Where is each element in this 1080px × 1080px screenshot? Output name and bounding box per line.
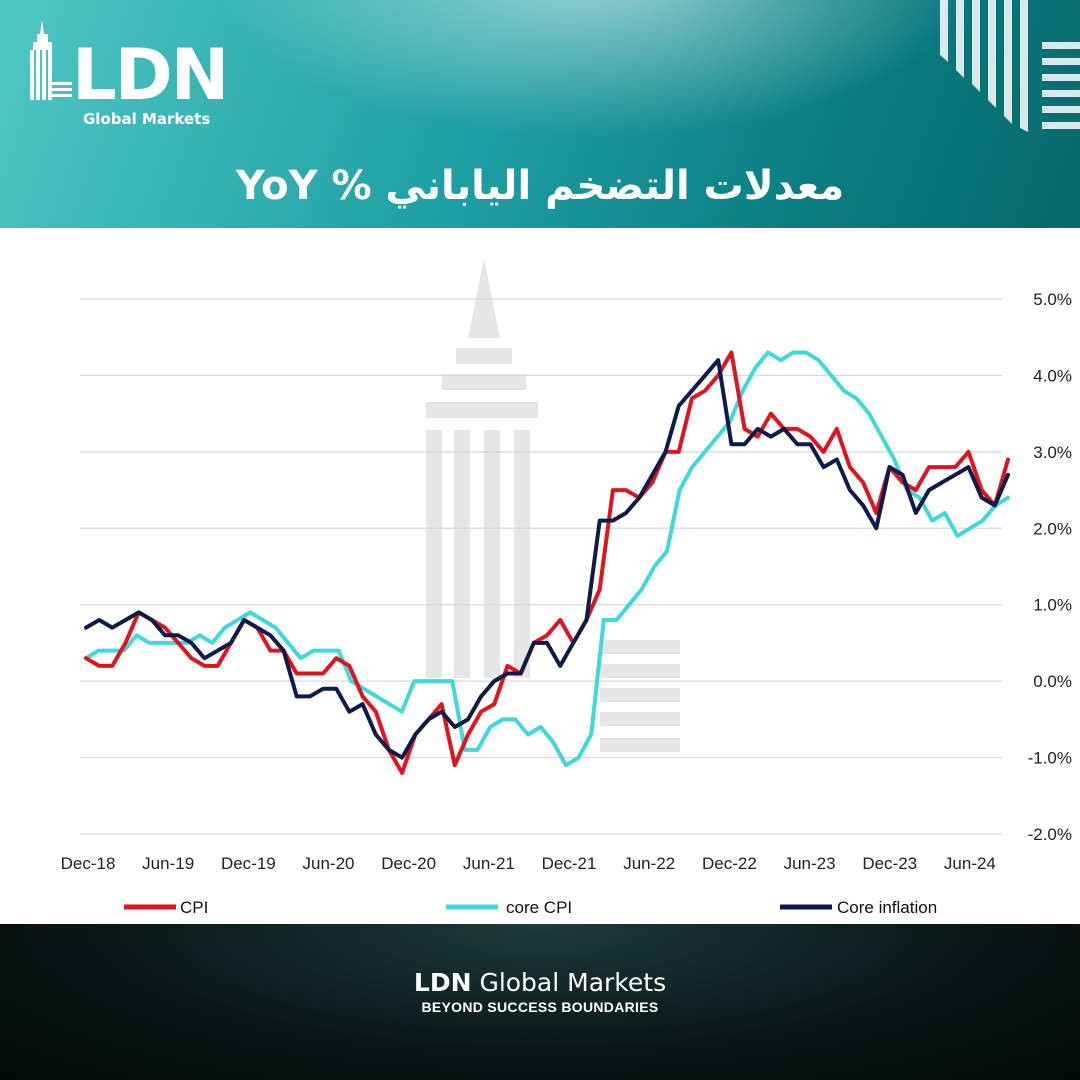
logo-text: LDN [72,34,229,116]
y-tick-label: 2.0% [1033,519,1072,538]
y-tick-label: 4.0% [1033,366,1072,385]
series-lines [84,350,1010,775]
y-axis-ticks: 5.0% 4.0% 3.0% 2.0% 1.0% 0.0% -1.0% -2.0% [1028,290,1072,844]
footer: LDN Global Markets BEYOND SUCCESS BOUNDA… [0,924,1080,1080]
legend: CPI core CPI Core inflation [124,898,937,917]
series-line-core-inflation [84,358,1010,760]
header-banner: LDN Global Markets معدلات التضخم اليابان… [0,0,1080,228]
x-tick-label: Jun-21 [463,854,515,873]
x-tick-label: Dec-18 [61,854,116,873]
x-tick-label: Dec-19 [221,854,276,873]
building-logo-icon [30,20,72,100]
line-chart: 5.0% 4.0% 3.0% 2.0% 1.0% 0.0% -1.0% -2.0% Dec-1… [61,258,1072,917]
y-tick-label: -1.0% [1028,749,1072,768]
x-tick-label: Dec-20 [381,854,436,873]
grid-lines [80,298,1002,835]
logo-subtitle: Global Markets [83,110,211,128]
x-tick-label: Jun-23 [784,854,836,873]
x-tick-label: Jun-22 [623,854,675,873]
y-tick-label: 1.0% [1033,596,1072,615]
chart-area: 5.0% 4.0% 3.0% 2.0% 1.0% 0.0% -1.0% -2.0% Dec-1… [0,228,1080,924]
footer-brand: LDN Global Markets [0,968,1080,997]
series-line-core-cpi [84,350,1010,768]
watermark-building-icon [426,258,680,752]
x-tick-label: Dec-22 [702,854,757,873]
y-tick-label: 3.0% [1033,443,1072,462]
x-tick-label: Jun-20 [303,854,355,873]
decorative-building-icon [940,0,1080,132]
chart-title: معدلات التضخم الياباني % YoY [235,163,845,209]
legend-label: CPI [180,898,208,917]
x-tick-label: Jun-24 [944,854,996,873]
x-axis-ticks: Dec-18 Jun-19 Dec-19 Jun-20 Dec-20 Jun-21 Dec-… [61,854,996,873]
x-tick-label: Dec-23 [862,854,917,873]
x-tick-label: Dec-21 [542,854,597,873]
footer-brand-bold: LDN [413,968,472,997]
y-tick-label: 0.0% [1033,672,1072,691]
legend-label: core CPI [506,898,572,917]
x-tick-label: Jun-19 [142,854,194,873]
footer-tagline: BEYOND SUCCESS BOUNDARIES [421,999,659,1015]
y-tick-label: -2.0% [1028,825,1072,844]
legend-label: Core inflation [837,898,937,917]
y-tick-label: 5.0% [1033,290,1072,309]
footer-brand-rest: Global Markets [471,968,667,997]
